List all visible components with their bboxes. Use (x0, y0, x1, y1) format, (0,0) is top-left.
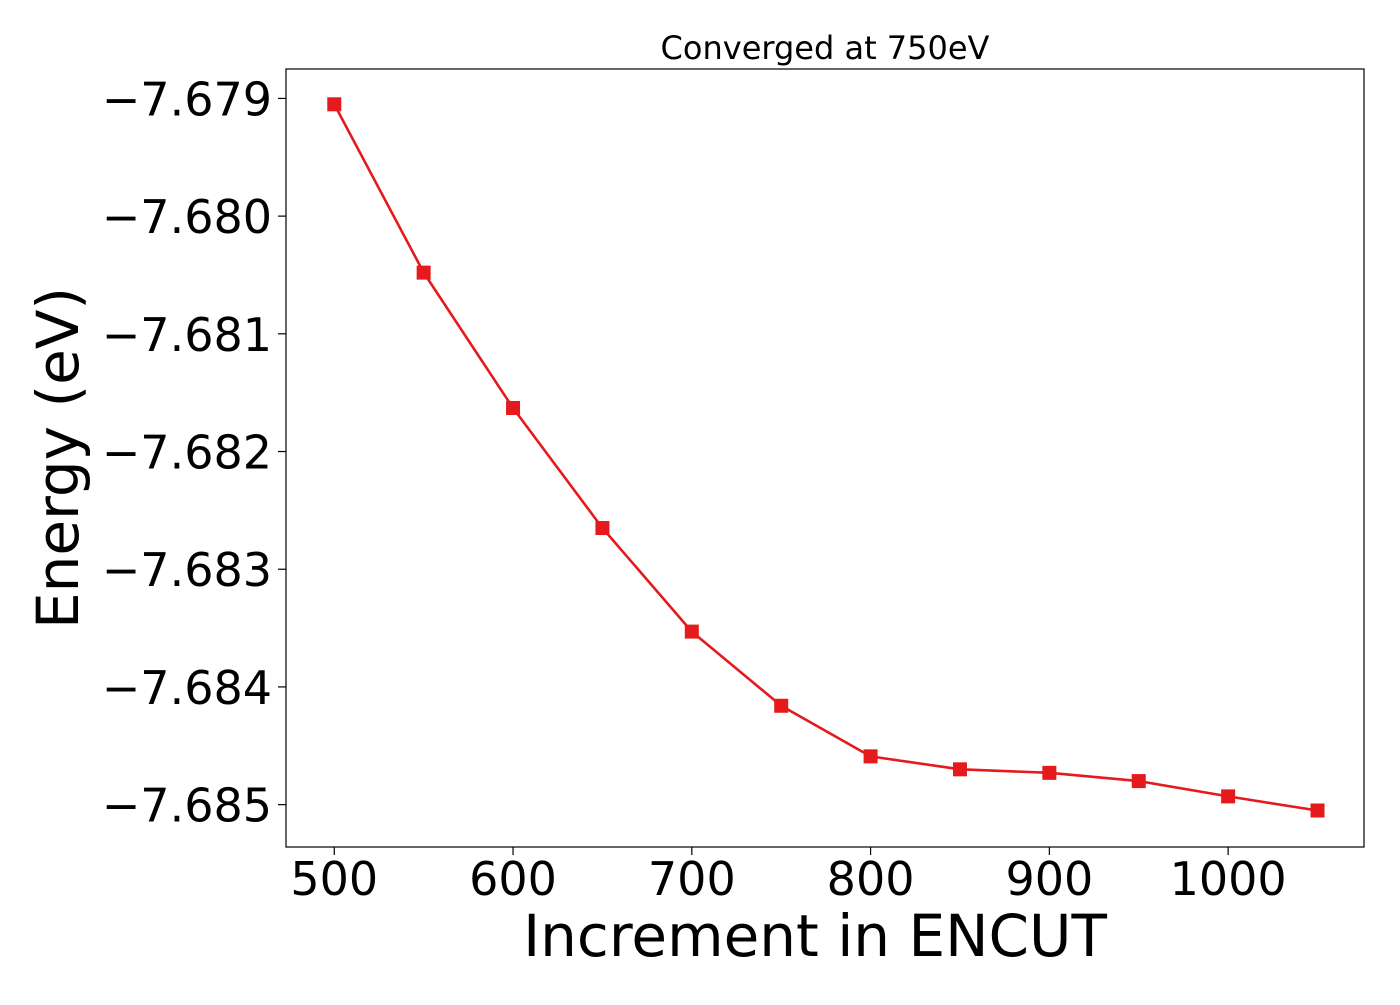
data-point-marker (684, 624, 699, 639)
y-tick-label: −7.684 (102, 661, 272, 715)
data-point-marker (1131, 774, 1146, 789)
data-point-marker (327, 97, 342, 112)
data-point-marker (1221, 789, 1236, 804)
chart-title: Converged at 750eV (661, 29, 990, 67)
y-tick-label: −7.681 (102, 308, 272, 362)
x-tick-label: 500 (290, 852, 378, 906)
data-point-marker (863, 749, 878, 764)
y-axis-ticks: −7.679 −7.680 −7.681 −7.682 −7.683 −7.684 −7.6… (102, 72, 286, 833)
y-tick-label: −7.679 (102, 72, 272, 126)
series-line (333, 103, 1318, 812)
data-point-marker (774, 698, 789, 713)
data-point-marker (952, 762, 967, 777)
data-point-marker (506, 400, 521, 415)
data-point-marker (1310, 803, 1325, 818)
data-point-marker (416, 265, 431, 280)
data-point-marker (595, 521, 610, 536)
data-point-marker (1042, 765, 1057, 780)
y-tick-label: −7.682 (102, 426, 272, 480)
x-tick-label: 700 (648, 852, 736, 906)
x-axis-ticks: 500 600 700 800 900 1000 (290, 847, 1287, 906)
y-axis-label: Energy (eV) (24, 287, 92, 629)
x-tick-label: 800 (827, 852, 915, 906)
y-tick-label: −7.685 (102, 779, 272, 833)
y-tick-label: −7.683 (102, 543, 272, 597)
x-tick-label: 900 (1005, 852, 1093, 906)
x-tick-label: 1000 (1170, 852, 1287, 906)
x-axis-label: Increment in ENCUT (523, 902, 1107, 970)
y-tick-label: −7.680 (102, 190, 272, 244)
plot-frame (285, 68, 1365, 848)
series-layer (327, 97, 1325, 818)
x-tick-label: 600 (469, 852, 557, 906)
